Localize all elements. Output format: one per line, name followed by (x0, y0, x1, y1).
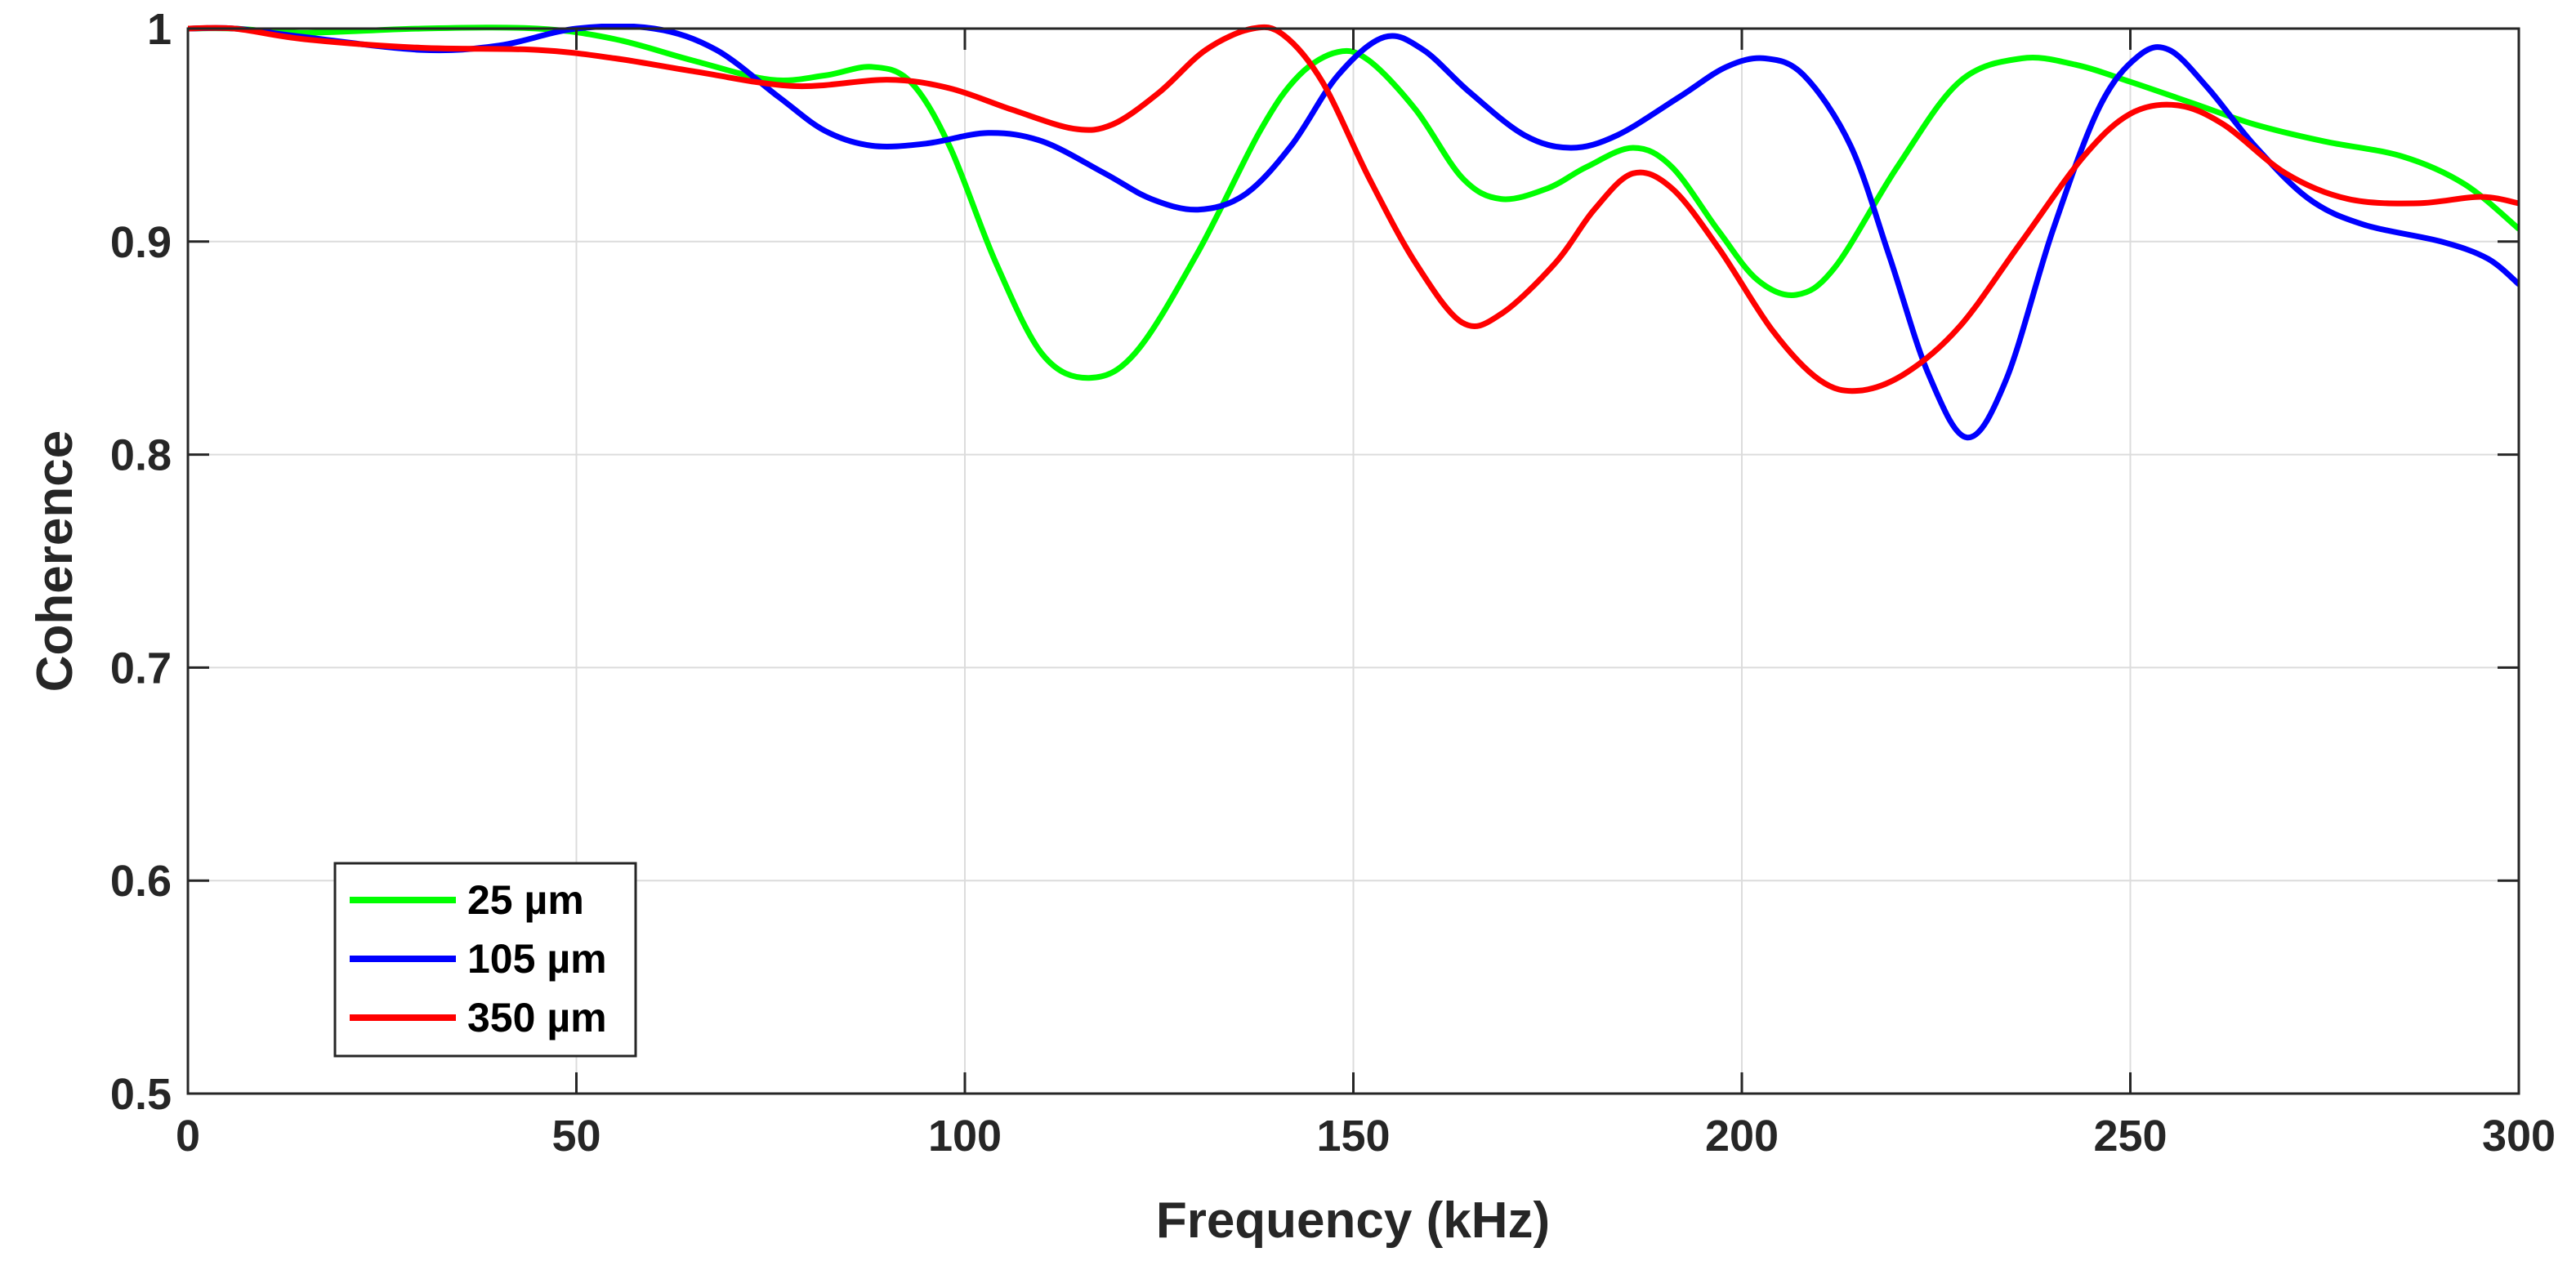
y-tick-label: 0.5 (110, 1070, 172, 1119)
y-tick-label: 0.9 (110, 218, 172, 267)
series-line-3 (188, 24, 2519, 394)
series-lines (188, 24, 2519, 441)
legend-label: 105 µm (467, 936, 607, 982)
x-axis-title: Frequency (kHz) (1156, 1192, 1550, 1249)
x-tick-label: 300 (2482, 1112, 2556, 1161)
legend-label: 25 µm (467, 877, 584, 923)
y-axis-title: Coherence (27, 430, 83, 692)
y-tick-label: 0.7 (110, 644, 172, 693)
y-tick-label: 0.8 (110, 431, 172, 480)
series-line-2 (188, 24, 2519, 441)
legend-label: 350 µm (467, 995, 607, 1041)
x-tick-label: 250 (2093, 1112, 2167, 1161)
x-tick-labels: 0 50 100 150 200 250 300 (176, 1112, 2556, 1161)
grid-lines (188, 29, 2519, 1094)
x-tick-label: 200 (1705, 1112, 1779, 1161)
x-tick-label: 150 (1316, 1112, 1390, 1161)
x-tick-label: 100 (928, 1112, 1002, 1161)
axis-ticks (186, 27, 2520, 1095)
legend: 25 µm 105 µm 350 µm (333, 862, 637, 1058)
y-tick-label: 1 (147, 5, 172, 54)
x-tick-label: 0 (176, 1112, 200, 1161)
y-tick-label: 0.6 (110, 857, 172, 906)
x-tick-label: 50 (551, 1112, 600, 1161)
y-tick-labels: 0.5 0.6 0.7 0.8 0.9 1 (110, 5, 172, 1119)
